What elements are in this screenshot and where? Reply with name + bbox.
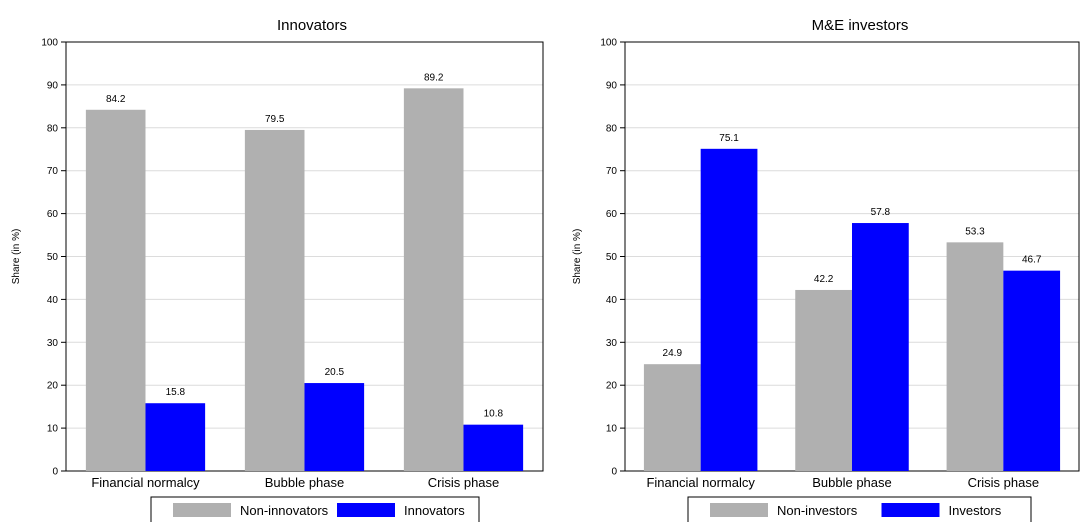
x-category-label: Crisis phase bbox=[968, 475, 1040, 490]
bar-non-innovators bbox=[403, 88, 464, 471]
legend-label: Non-investors bbox=[777, 503, 858, 518]
bar-innovators bbox=[304, 383, 365, 471]
data-label: 79.5 bbox=[265, 114, 285, 125]
y-axis-label: Share (in %) bbox=[572, 229, 583, 285]
chart-title: M&E investors bbox=[812, 17, 909, 34]
bar-innovators bbox=[463, 424, 524, 471]
y-tick-label: 0 bbox=[611, 467, 617, 478]
y-tick-label: 90 bbox=[47, 80, 59, 91]
x-category-label: Bubble phase bbox=[265, 475, 345, 490]
y-tick-label: 30 bbox=[606, 338, 618, 349]
chart-panel-2: M&E investors Share (in %) 0 10 20 30 40 50 60 70… bbox=[572, 17, 1080, 522]
y-tick-label: 20 bbox=[606, 381, 618, 392]
y-tick-label: 90 bbox=[606, 80, 618, 91]
legend-swatch bbox=[337, 503, 395, 517]
data-label: 57.8 bbox=[871, 207, 891, 218]
bar-investors bbox=[700, 148, 758, 472]
x-category-label: Bubble phase bbox=[812, 475, 892, 490]
legend-label: Non-innovators bbox=[240, 503, 329, 518]
legend-label: Investors bbox=[949, 503, 1002, 518]
bar-non-investors bbox=[795, 289, 852, 471]
y-tick-label: 100 bbox=[600, 38, 617, 49]
data-label: 53.3 bbox=[965, 226, 985, 237]
data-label: 89.2 bbox=[424, 72, 444, 83]
y-tick-label: 50 bbox=[606, 252, 618, 263]
x-category-label: Financial normalcy bbox=[91, 475, 200, 490]
data-label: 20.5 bbox=[325, 367, 345, 378]
data-label: 75.1 bbox=[719, 133, 739, 144]
bar-investors bbox=[852, 223, 909, 471]
y-tick-label: 100 bbox=[41, 38, 58, 49]
y-tick-label: 70 bbox=[606, 166, 618, 177]
bar-investors bbox=[1003, 270, 1061, 471]
y-tick-label: 70 bbox=[47, 166, 59, 177]
y-tick-label: 40 bbox=[606, 295, 618, 306]
bar-non-innovators bbox=[85, 109, 146, 472]
data-label: 15.8 bbox=[166, 387, 186, 398]
data-label: 42.2 bbox=[814, 274, 834, 285]
legend-swatch bbox=[173, 503, 231, 517]
y-tick-label: 10 bbox=[606, 424, 618, 435]
y-tick-label: 20 bbox=[47, 381, 59, 392]
x-category-label: Crisis phase bbox=[428, 475, 500, 490]
y-tick-label: 60 bbox=[47, 209, 59, 220]
legend: Non-investors Investors bbox=[687, 496, 1032, 522]
y-tick-label: 0 bbox=[52, 467, 58, 478]
chart-title: Innovators bbox=[277, 17, 347, 34]
bar-non-investors bbox=[946, 242, 1004, 471]
legend-swatch bbox=[710, 503, 768, 517]
legend-label: Innovators bbox=[404, 503, 465, 518]
x-category-label: Financial normalcy bbox=[646, 475, 755, 490]
legend-swatch bbox=[881, 503, 940, 517]
y-tick-label: 30 bbox=[47, 338, 59, 349]
bar-non-innovators bbox=[244, 129, 305, 471]
bar-non-investors bbox=[643, 364, 701, 471]
y-tick-label: 40 bbox=[47, 295, 59, 306]
data-label: 24.9 bbox=[663, 348, 683, 359]
y-tick-label: 50 bbox=[47, 252, 59, 263]
bar-innovators bbox=[145, 403, 206, 471]
chart-panel-1: Innovators Share (in %) 0 10 20 30 40 50 60 70 80 9… bbox=[11, 17, 544, 522]
y-tick-label: 10 bbox=[47, 424, 59, 435]
y-axis-label: Share (in %) bbox=[11, 229, 22, 285]
y-tick-label: 80 bbox=[47, 123, 59, 134]
y-tick-label: 60 bbox=[606, 209, 618, 220]
legend: Non-innovators Innovators bbox=[150, 496, 480, 522]
data-label: 84.2 bbox=[106, 94, 126, 105]
y-tick-label: 80 bbox=[606, 123, 618, 134]
data-label: 10.8 bbox=[484, 409, 504, 420]
data-label: 46.7 bbox=[1022, 255, 1042, 266]
